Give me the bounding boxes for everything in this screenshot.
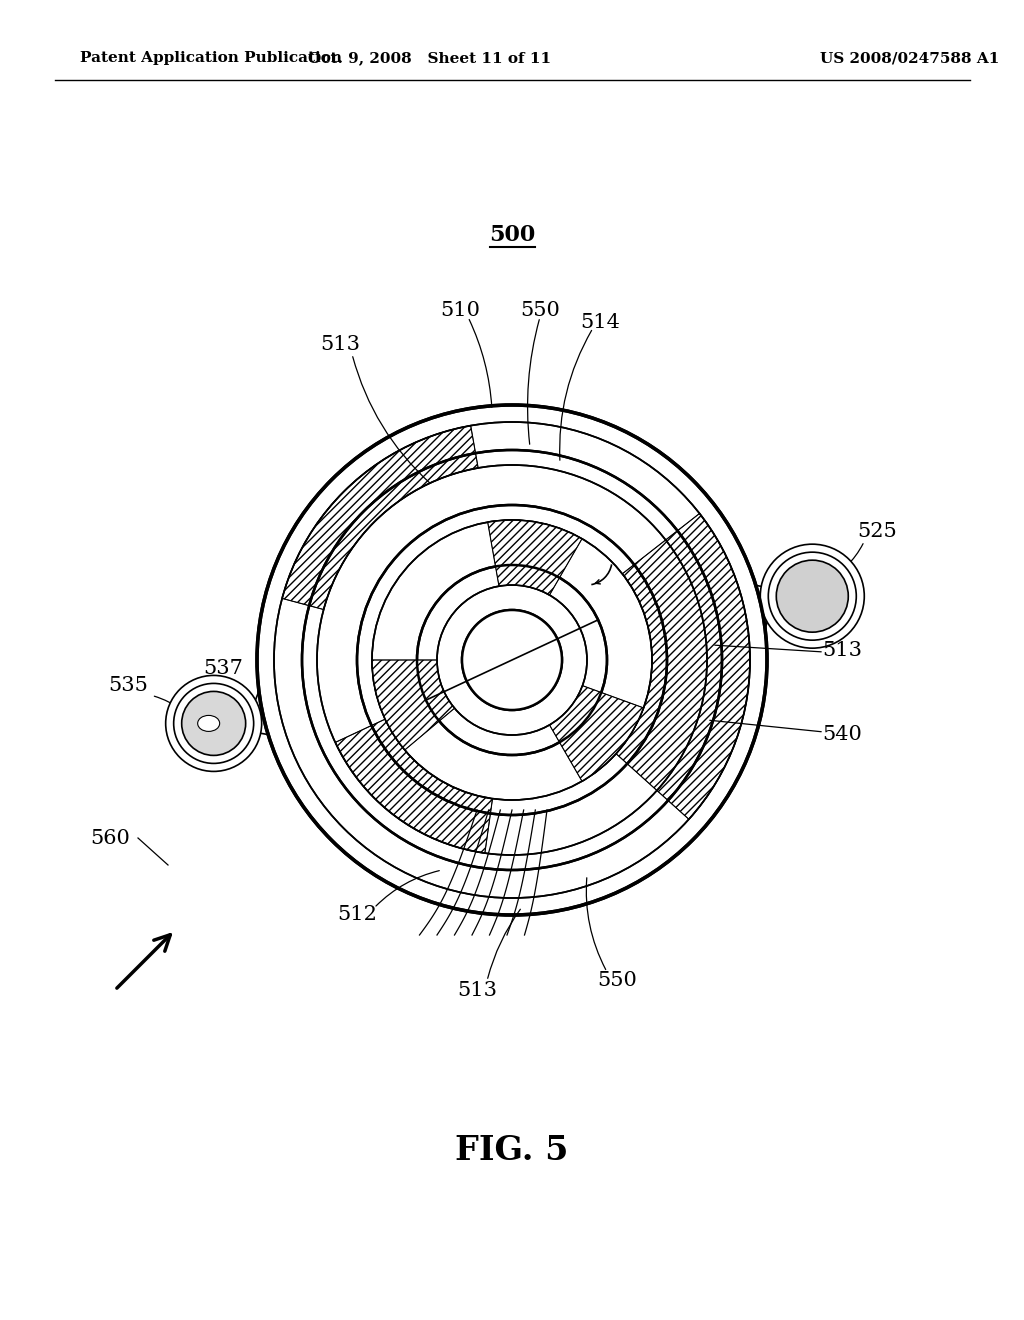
Text: 537: 537 [204, 659, 244, 678]
Circle shape [760, 544, 864, 648]
Polygon shape [372, 660, 455, 750]
Text: 514: 514 [580, 313, 620, 331]
Text: 560: 560 [90, 829, 130, 847]
Polygon shape [550, 685, 643, 781]
Circle shape [181, 692, 246, 755]
Text: 500: 500 [488, 224, 536, 246]
Circle shape [462, 610, 562, 710]
Polygon shape [282, 425, 478, 610]
Text: Patent Application Publication: Patent Application Publication [80, 51, 342, 65]
Polygon shape [335, 719, 493, 853]
Text: Oct. 9, 2008   Sheet 11 of 11: Oct. 9, 2008 Sheet 11 of 11 [308, 51, 552, 65]
Text: 550: 550 [520, 301, 560, 319]
Text: 513: 513 [822, 640, 862, 660]
Text: 512: 512 [337, 906, 377, 924]
Circle shape [462, 610, 562, 710]
Circle shape [166, 676, 262, 771]
Polygon shape [616, 513, 750, 820]
Text: US 2008/0247588 A1: US 2008/0247588 A1 [820, 51, 999, 65]
Circle shape [776, 560, 848, 632]
Text: 550: 550 [597, 970, 637, 990]
Text: 540: 540 [822, 726, 862, 744]
Text: 510: 510 [440, 301, 480, 319]
Text: 513: 513 [319, 335, 360, 355]
Text: 535: 535 [109, 676, 148, 694]
Text: FIG. 5: FIG. 5 [456, 1134, 568, 1167]
Text: 513: 513 [457, 981, 497, 999]
Polygon shape [487, 520, 582, 595]
Circle shape [768, 552, 856, 640]
Ellipse shape [198, 715, 220, 731]
Text: 525: 525 [857, 521, 897, 541]
Circle shape [174, 684, 254, 763]
